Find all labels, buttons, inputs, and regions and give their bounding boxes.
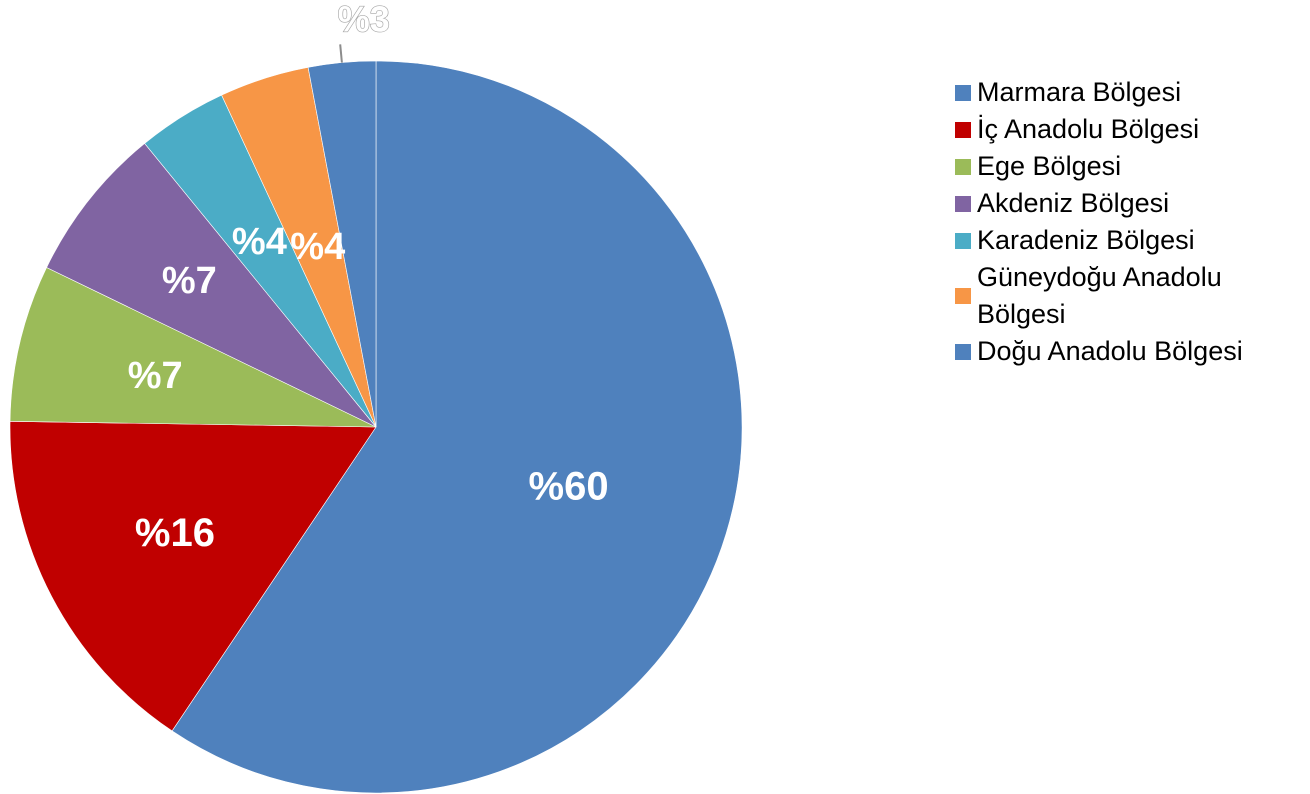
data-labels-layer: %60 %16 %7 %7 %4 %4 %3 <box>128 0 609 555</box>
pie-slice-akdeniz <box>46 142 377 428</box>
data-label-dogu-anadolu: %3 <box>338 0 390 39</box>
legend-swatch-karadeniz <box>955 232 971 249</box>
leader-line-dogu-anadolu <box>339 44 343 63</box>
legend-swatch-dogu-anadolu <box>955 343 971 360</box>
pie-slice-marmara <box>171 60 743 794</box>
legend-swatch-marmara <box>955 84 971 101</box>
slices-layer <box>9 60 743 794</box>
legend-label-guneydogu-anadolu: Güneydoğu Anadolu Bölgesi <box>977 262 1222 329</box>
pie-slice-ic-anadolu <box>9 421 377 732</box>
legend: Marmara Bölgesi İç Anadolu Bölgesi Ege B… <box>955 74 1305 370</box>
legend-swatch-ege <box>955 158 971 175</box>
data-label-guneydogu-anadolu: %4 <box>290 226 345 268</box>
data-label-akdeniz: %7 <box>162 260 217 302</box>
legend-item-dogu-anadolu: Doğu Anadolu Bölgesi <box>955 333 1305 370</box>
legend-label-ege: Ege Bölgesi <box>977 151 1122 181</box>
legend-item-ege: Ege Bölgesi <box>955 148 1305 185</box>
legend-label-dogu-anadolu: Doğu Anadolu Bölgesi <box>977 336 1243 366</box>
pie-slice-ege <box>9 267 377 428</box>
pie-slice-dogu-anadolu <box>307 60 377 428</box>
data-label-ege: %7 <box>128 355 183 397</box>
data-label-karadeniz: %4 <box>232 221 287 263</box>
legend-swatch-ic-anadolu <box>955 121 971 138</box>
data-label-ic-anadolu: %16 <box>135 511 215 555</box>
data-label-marmara: %60 <box>529 465 609 509</box>
legend-label-karadeniz: Karadeniz Bölgesi <box>977 225 1195 255</box>
legend-item-marmara: Marmara Bölgesi <box>955 74 1305 111</box>
legend-item-ic-anadolu: İç Anadolu Bölgesi <box>955 111 1305 148</box>
legend-swatch-guneydogu-anadolu <box>955 288 971 304</box>
legend-item-akdeniz: Akdeniz Bölgesi <box>955 185 1305 222</box>
legend-item-guneydogu-anadolu: Güneydoğu Anadolu Bölgesi <box>955 259 1285 333</box>
legend-swatch-akdeniz <box>955 195 971 212</box>
legend-label-akdeniz: Akdeniz Bölgesi <box>977 188 1170 218</box>
legend-label-marmara: Marmara Bölgesi <box>977 77 1182 107</box>
legend-label-ic-anadolu: İç Anadolu Bölgesi <box>977 114 1200 144</box>
legend-item-karadeniz: Karadeniz Bölgesi <box>955 222 1305 259</box>
